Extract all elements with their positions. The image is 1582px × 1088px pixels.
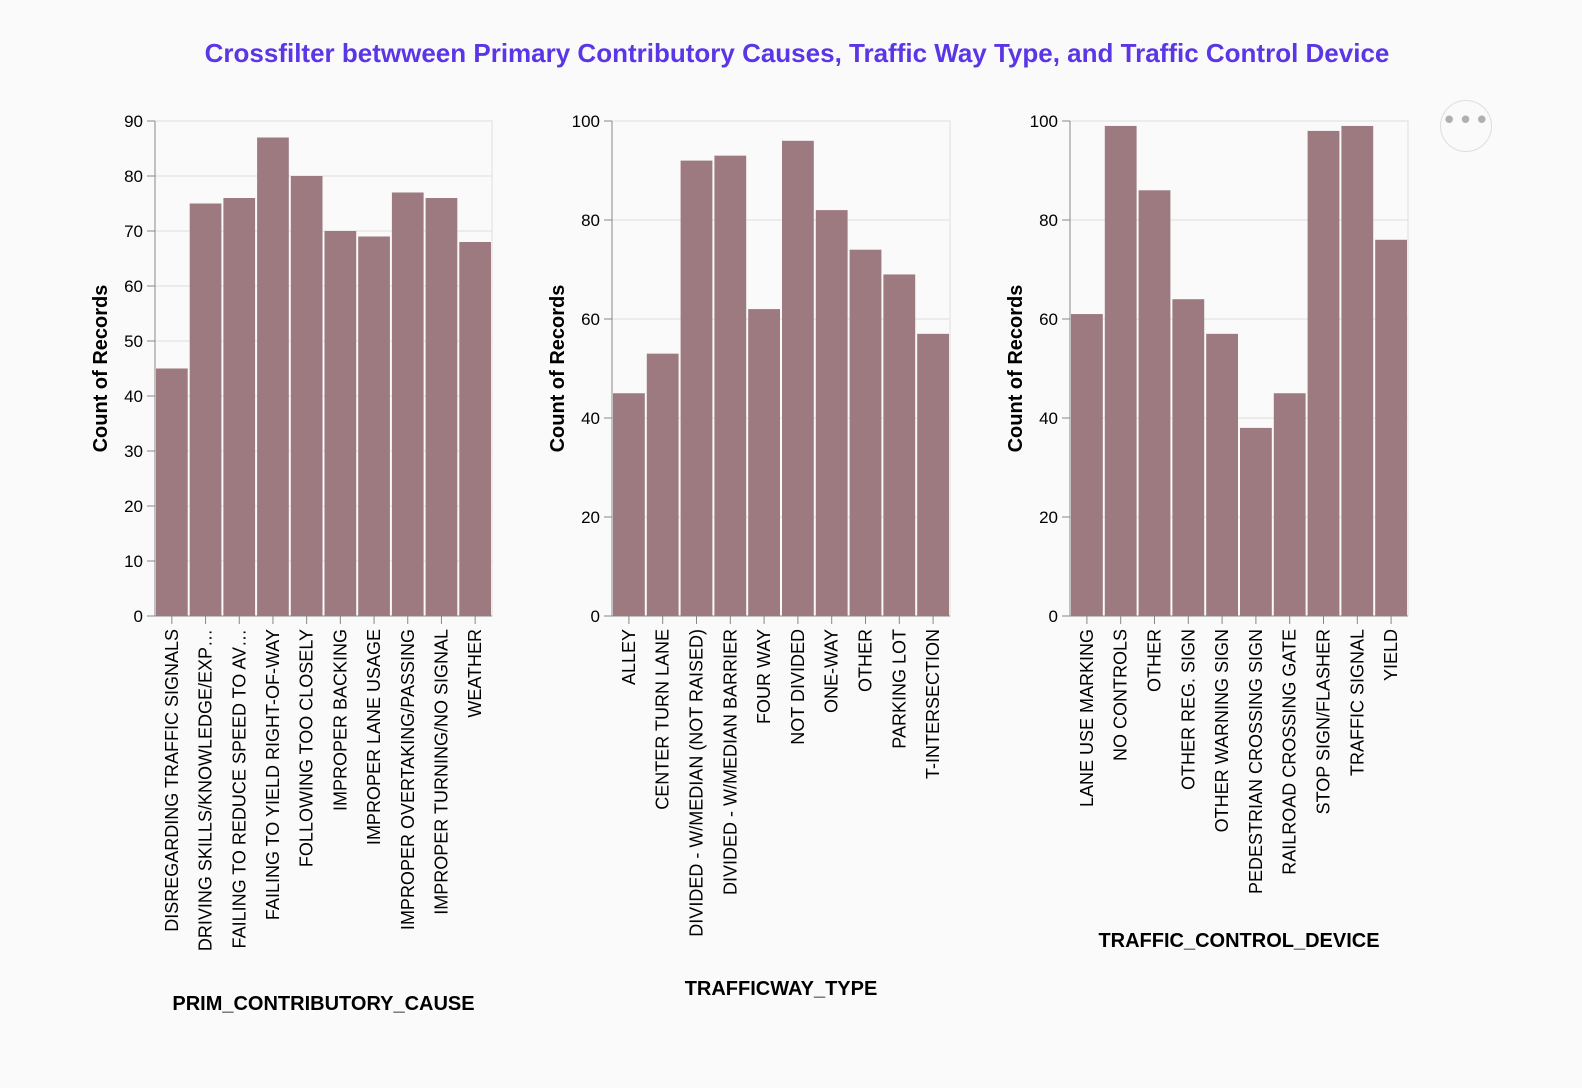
- y-axis-title: Count of Records: [90, 285, 112, 453]
- bar[interactable]: [849, 249, 882, 616]
- x-axis-title: PRIM_CONTRIBUTORY_CAUSE: [172, 993, 474, 1015]
- x-category-label: NOT DIVIDED: [788, 629, 808, 745]
- bar[interactable]: [1240, 427, 1272, 616]
- bar[interactable]: [1307, 130, 1340, 616]
- bar[interactable]: [459, 242, 491, 616]
- y-tick-label: 60: [581, 310, 600, 329]
- x-category-label: DIVIDED - W/MEDIAN (NOT RAISED): [687, 629, 707, 937]
- bar[interactable]: [189, 203, 222, 617]
- y-tick-label: 80: [124, 167, 143, 186]
- x-category-label: STOP SIGN/FLASHER: [1314, 629, 1334, 814]
- x-category-label: DISREGARDING TRAFFIC SIGNALS: [162, 629, 182, 932]
- y-tick-label: 20: [581, 508, 600, 527]
- y-tick-label: 100: [572, 112, 600, 131]
- y-tick-label: 80: [1039, 211, 1058, 230]
- bar[interactable]: [223, 198, 256, 616]
- y-tick-label: 10: [124, 552, 143, 571]
- bar[interactable]: [883, 274, 916, 616]
- y-tick-label: 40: [581, 409, 600, 428]
- x-category-label: IMPROPER BACKING: [330, 629, 350, 811]
- y-tick-label: 60: [124, 277, 143, 296]
- x-category-label: IMPROPER OVERTAKING/PASSING: [398, 629, 418, 930]
- y-tick-label: 20: [1039, 508, 1058, 527]
- y-tick-label: 30: [124, 442, 143, 461]
- bar[interactable]: [680, 160, 713, 616]
- chart-panel-2: 0 20 40 60 80 100 ALLEY CENTER TURN LANE DIVIDED…: [547, 112, 951, 1000]
- y-tick-label: 60: [1039, 310, 1058, 329]
- y-tick-label: 70: [124, 222, 143, 241]
- ellipsis-icon: •••: [1441, 106, 1491, 136]
- y-axis-title: Count of Records: [1005, 285, 1027, 453]
- y-tick-label: 20: [124, 497, 143, 516]
- x-category-label: FOUR WAY: [754, 629, 774, 724]
- x-category-label: OTHER WARNING SIGN: [1212, 629, 1232, 832]
- bar[interactable]: [156, 368, 188, 617]
- bar[interactable]: [290, 176, 323, 616]
- x-category-label: OTHER: [1145, 629, 1165, 692]
- x-category-label: OTHER REG. SIGN: [1178, 629, 1198, 790]
- bar[interactable]: [1206, 333, 1238, 616]
- x-category-label: IMPROPER TURNING/NO SIGNAL: [431, 629, 451, 915]
- x-category-label: RAILROAD CROSSING GATE: [1280, 629, 1300, 875]
- y-tick-label: 100: [1030, 112, 1058, 131]
- y-axis-title: Count of Records: [547, 285, 569, 453]
- x-category-label: ONE-WAY: [822, 629, 842, 713]
- x-category-label: OTHER: [856, 629, 876, 692]
- y-tick-label: 80: [581, 211, 600, 230]
- bar[interactable]: [714, 155, 747, 616]
- x-category-label: LANE USE MARKING: [1077, 629, 1097, 807]
- y-tick-label: 90: [124, 112, 143, 131]
- bar[interactable]: [646, 353, 679, 616]
- bar[interactable]: [1273, 393, 1306, 616]
- bar[interactable]: [748, 309, 780, 616]
- x-category-label: ALLEY: [619, 629, 639, 685]
- bar[interactable]: [391, 192, 424, 617]
- y-tick-label: 40: [1039, 409, 1058, 428]
- chart-panel-3: 0 20 40 60 80 100 LANE USE MARKING NO CONTROLS O…: [1005, 112, 1409, 952]
- bar[interactable]: [358, 236, 390, 617]
- bar[interactable]: [324, 231, 357, 616]
- x-category-label: FAILING TO REDUCE SPEED TO AV…: [229, 629, 249, 948]
- chart-panel-1: 0 10 20 30 40 50 60 70 80 90 DISREGARDING TRAFFIC …: [90, 112, 493, 1015]
- y-tick-label: 40: [124, 387, 143, 406]
- bar[interactable]: [917, 333, 949, 616]
- y-tick-label: 0: [1049, 607, 1058, 626]
- y-tick-label: 50: [124, 332, 143, 351]
- x-category-label: DIVIDED - W/MEDIAN BARRIER: [720, 629, 740, 895]
- x-category-label: NO CONTROLS: [1111, 629, 1131, 761]
- bar[interactable]: [257, 137, 289, 617]
- bar[interactable]: [1104, 125, 1137, 616]
- bar[interactable]: [782, 140, 814, 617]
- y-tick-label: 0: [134, 607, 143, 626]
- x-category-label: CENTER TURN LANE: [653, 629, 673, 810]
- bar[interactable]: [425, 198, 458, 616]
- bar[interactable]: [1172, 299, 1205, 616]
- bar[interactable]: [1341, 125, 1374, 616]
- x-category-label: TRAFFIC SIGNAL: [1347, 629, 1367, 776]
- y-tick-label: 0: [591, 607, 600, 626]
- x-category-label: T-INTERSECTION: [923, 629, 943, 779]
- x-axis-title: TRAFFIC_CONTROL_DEVICE: [1098, 930, 1379, 952]
- x-axis-title: TRAFFICWAY_TYPE: [685, 978, 878, 1000]
- bar[interactable]: [613, 393, 645, 616]
- actions-menu-button[interactable]: •••: [1440, 100, 1492, 152]
- x-category-label: IMPROPER LANE USAGE: [364, 629, 384, 845]
- bar[interactable]: [815, 210, 848, 616]
- x-category-label: FAILING TO YIELD RIGHT-OF-WAY: [263, 629, 283, 920]
- x-category-label: FOLLOWING TOO CLOSELY: [297, 629, 317, 867]
- bar[interactable]: [1375, 239, 1407, 617]
- x-category-label: PEDESTRIAN CROSSING SIGN: [1246, 629, 1266, 894]
- x-category-label: YIELD: [1381, 629, 1401, 681]
- bar[interactable]: [1071, 314, 1103, 616]
- x-category-label: DRIVING SKILLS/KNOWLEDGE/EXP…: [196, 629, 216, 951]
- x-category-label: WEATHER: [465, 629, 485, 718]
- bar[interactable]: [1138, 190, 1171, 617]
- chart-title: Crossfilter betwween Primary Contributor…: [205, 38, 1390, 68]
- x-category-label: PARKING LOT: [889, 629, 909, 749]
